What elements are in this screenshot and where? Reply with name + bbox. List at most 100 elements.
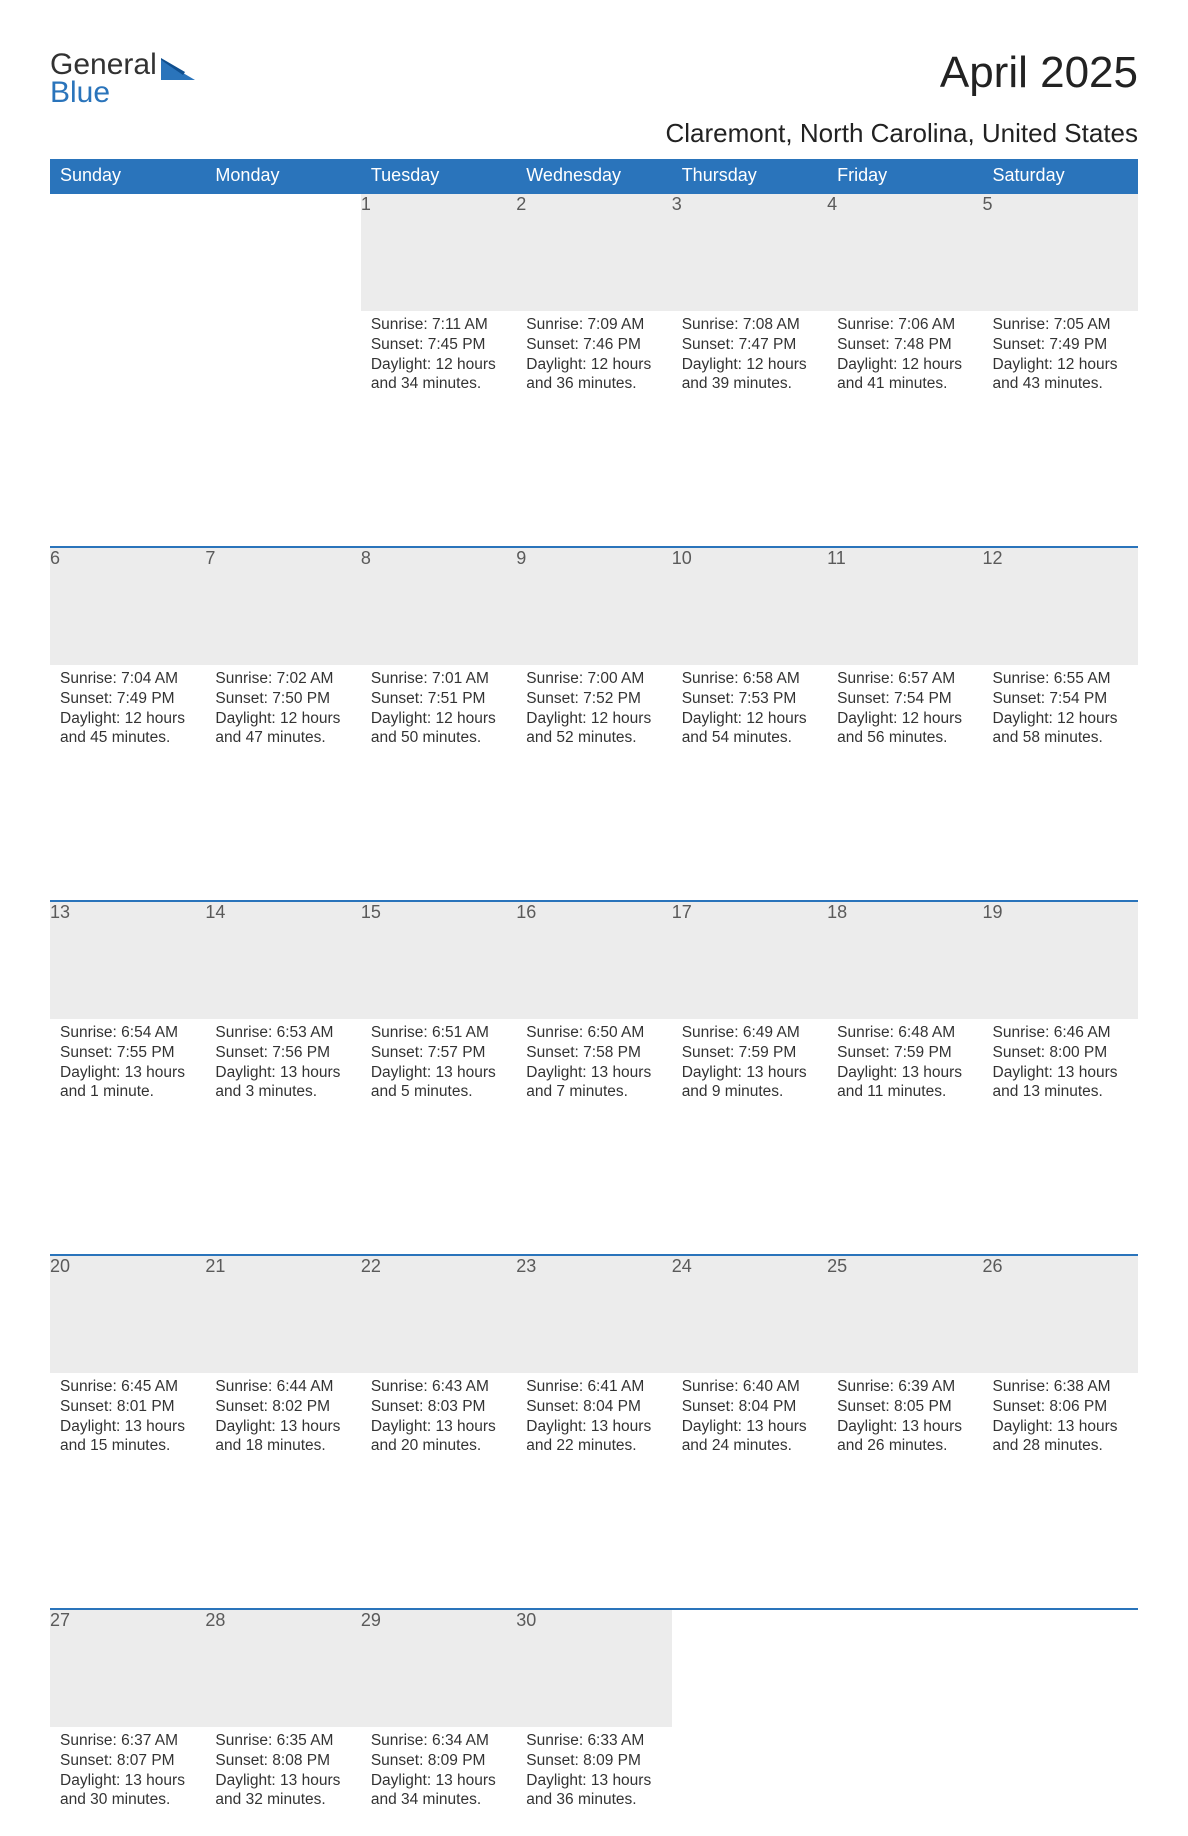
day-content-row: Sunrise: 6:45 AMSunset: 8:01 PMDaylight:… <box>50 1373 1138 1491</box>
sunset-value: 7:45 PM <box>428 336 486 353</box>
daylight-line: Daylight: 13 hours and 18 minutes. <box>215 1417 350 1457</box>
sunrise-value: 7:05 AM <box>1054 316 1111 333</box>
day-cell: Sunrise: 6:49 AMSunset: 7:59 PMDaylight:… <box>672 1019 827 1137</box>
sunrise-label: Sunrise: <box>837 1378 898 1395</box>
sunset-label: Sunset: <box>371 690 428 707</box>
day-cell: Sunrise: 6:41 AMSunset: 8:04 PMDaylight:… <box>516 1373 671 1491</box>
sunrise-value: 7:09 AM <box>587 316 644 333</box>
daylight-line: Daylight: 13 hours and 28 minutes. <box>993 1417 1128 1457</box>
sunrise-label: Sunrise: <box>215 1024 276 1041</box>
daylight-line: Daylight: 13 hours and 1 minute. <box>60 1063 195 1103</box>
sunrise-value: 6:39 AM <box>898 1378 955 1395</box>
day-details: Sunrise: 6:53 AMSunset: 7:56 PMDaylight:… <box>205 1019 360 1112</box>
sunset-label: Sunset: <box>682 690 739 707</box>
sunset-label: Sunset: <box>60 1398 117 1415</box>
sunset-label: Sunset: <box>215 1752 272 1769</box>
daylight-line: Daylight: 12 hours and 56 minutes. <box>837 709 972 749</box>
day-number: 5 <box>983 193 1138 311</box>
sunrise-line: Sunrise: 6:49 AM <box>682 1023 817 1043</box>
brand-logo: General Blue <box>50 50 195 108</box>
daylight-label: Daylight: <box>526 1772 591 1789</box>
spacer-cell <box>983 1491 1138 1609</box>
daylight-line: Daylight: 13 hours and 34 minutes. <box>371 1771 506 1811</box>
sunrise-line: Sunrise: 7:02 AM <box>215 669 350 689</box>
daylight-label: Daylight: <box>371 1772 436 1789</box>
sunset-value: 8:09 PM <box>583 1752 641 1769</box>
spacer-cell <box>50 783 205 901</box>
sunrise-value: 7:00 AM <box>587 670 644 687</box>
sunrise-value: 6:41 AM <box>587 1378 644 1395</box>
sunrise-line: Sunrise: 7:08 AM <box>682 315 817 335</box>
day-cell: Sunrise: 7:01 AMSunset: 7:51 PMDaylight:… <box>361 665 516 783</box>
day-number: 28 <box>205 1609 360 1727</box>
day-cell: Sunrise: 6:46 AMSunset: 8:00 PMDaylight:… <box>983 1019 1138 1137</box>
day-number: 13 <box>50 901 205 1019</box>
day-number: 10 <box>672 547 827 665</box>
day-details: Sunrise: 6:51 AMSunset: 7:57 PMDaylight:… <box>361 1019 516 1112</box>
sunset-label: Sunset: <box>837 1044 894 1061</box>
day-cell: Sunrise: 6:53 AMSunset: 7:56 PMDaylight:… <box>205 1019 360 1137</box>
sunset-label: Sunset: <box>526 1398 583 1415</box>
sunset-value: 7:49 PM <box>117 690 175 707</box>
sunset-line: Sunset: 7:55 PM <box>60 1043 195 1063</box>
daylight-line: Daylight: 13 hours and 9 minutes. <box>682 1063 817 1103</box>
sunrise-value: 7:06 AM <box>898 316 955 333</box>
sunset-value: 7:54 PM <box>894 690 952 707</box>
sunset-label: Sunset: <box>526 690 583 707</box>
sunrise-line: Sunrise: 6:53 AM <box>215 1023 350 1043</box>
daylight-line: Daylight: 13 hours and 13 minutes. <box>993 1063 1128 1103</box>
day-details: Sunrise: 6:34 AMSunset: 8:09 PMDaylight:… <box>361 1727 516 1820</box>
day-details: Sunrise: 6:33 AMSunset: 8:09 PMDaylight:… <box>516 1727 671 1820</box>
sunset-label: Sunset: <box>526 1752 583 1769</box>
day-number: 1 <box>361 193 516 311</box>
day-cell: Sunrise: 7:04 AMSunset: 7:49 PMDaylight:… <box>50 665 205 783</box>
sunrise-value: 7:04 AM <box>121 670 178 687</box>
spacer-cell <box>205 429 360 547</box>
day-cell: Sunrise: 6:54 AMSunset: 7:55 PMDaylight:… <box>50 1019 205 1137</box>
day-cell: Sunrise: 6:55 AMSunset: 7:54 PMDaylight:… <box>983 665 1138 783</box>
sunrise-value: 6:43 AM <box>432 1378 489 1395</box>
sunrise-line: Sunrise: 7:01 AM <box>371 669 506 689</box>
day-number-empty <box>827 1609 982 1727</box>
sunset-line: Sunset: 7:47 PM <box>682 335 817 355</box>
daylight-label: Daylight: <box>837 356 902 373</box>
sunset-line: Sunset: 7:59 PM <box>837 1043 972 1063</box>
sunrise-line: Sunrise: 6:57 AM <box>837 669 972 689</box>
daylight-line: Daylight: 13 hours and 5 minutes. <box>371 1063 506 1103</box>
weekday-header: Friday <box>827 159 982 193</box>
day-details: Sunrise: 6:35 AMSunset: 8:08 PMDaylight:… <box>205 1727 360 1820</box>
weekday-header: Sunday <box>50 159 205 193</box>
sunrise-label: Sunrise: <box>526 1378 587 1395</box>
day-number-empty <box>983 1609 1138 1727</box>
sunrise-line: Sunrise: 6:45 AM <box>60 1377 195 1397</box>
spacer-cell <box>516 429 671 547</box>
sunset-line: Sunset: 7:51 PM <box>371 689 506 709</box>
sunset-label: Sunset: <box>215 690 272 707</box>
day-content-row: Sunrise: 6:37 AM Sunset: 8:07 PM Daylight:… <box>50 1727 1138 1836</box>
day-number: 18 <box>827 901 982 1019</box>
sunrise-value: 6:37 AM <box>121 1732 178 1749</box>
day-number: 30 <box>516 1609 671 1727</box>
day-number: 12 <box>983 547 1138 665</box>
sunrise-label: Sunrise: <box>371 1732 432 1749</box>
daylight-line: Daylight: 12 hours and 54 minutes. <box>682 709 817 749</box>
calendar-page: General Blue April 2025 Claremont, North… <box>0 0 1188 1836</box>
sunset-value: 7:54 PM <box>1049 690 1107 707</box>
sunset-value: 8:07 PM <box>117 1752 175 1769</box>
day-cell: Sunrise: 6:57 AMSunset: 7:54 PMDaylight:… <box>827 665 982 783</box>
daylight-label: Daylight: <box>60 1418 125 1435</box>
daylight-label: Daylight: <box>993 1418 1058 1435</box>
day-number: 14 <box>205 901 360 1019</box>
day-cell <box>50 311 205 429</box>
sunset-value: 7:47 PM <box>739 336 797 353</box>
sunset-line: Sunset: 7:56 PM <box>215 1043 350 1063</box>
sunrise-label: Sunrise: <box>371 1378 432 1395</box>
day-details: Sunrise: 7:09 AMSunset: 7:46 PMDaylight:… <box>516 311 671 404</box>
day-number-row: 13141516171819 <box>50 901 1138 1019</box>
spacer-cell <box>361 783 516 901</box>
day-details: Sunrise: 6:54 AMSunset: 7:55 PMDaylight:… <box>50 1019 205 1112</box>
weekday-header: Wednesday <box>516 159 671 193</box>
spacer-cell <box>983 1137 1138 1255</box>
daylight-label: Daylight: <box>60 1772 125 1789</box>
calendar-body: 12345Sunrise: 7:11 AMSunset: 7:45 PMDayl… <box>50 193 1138 1836</box>
